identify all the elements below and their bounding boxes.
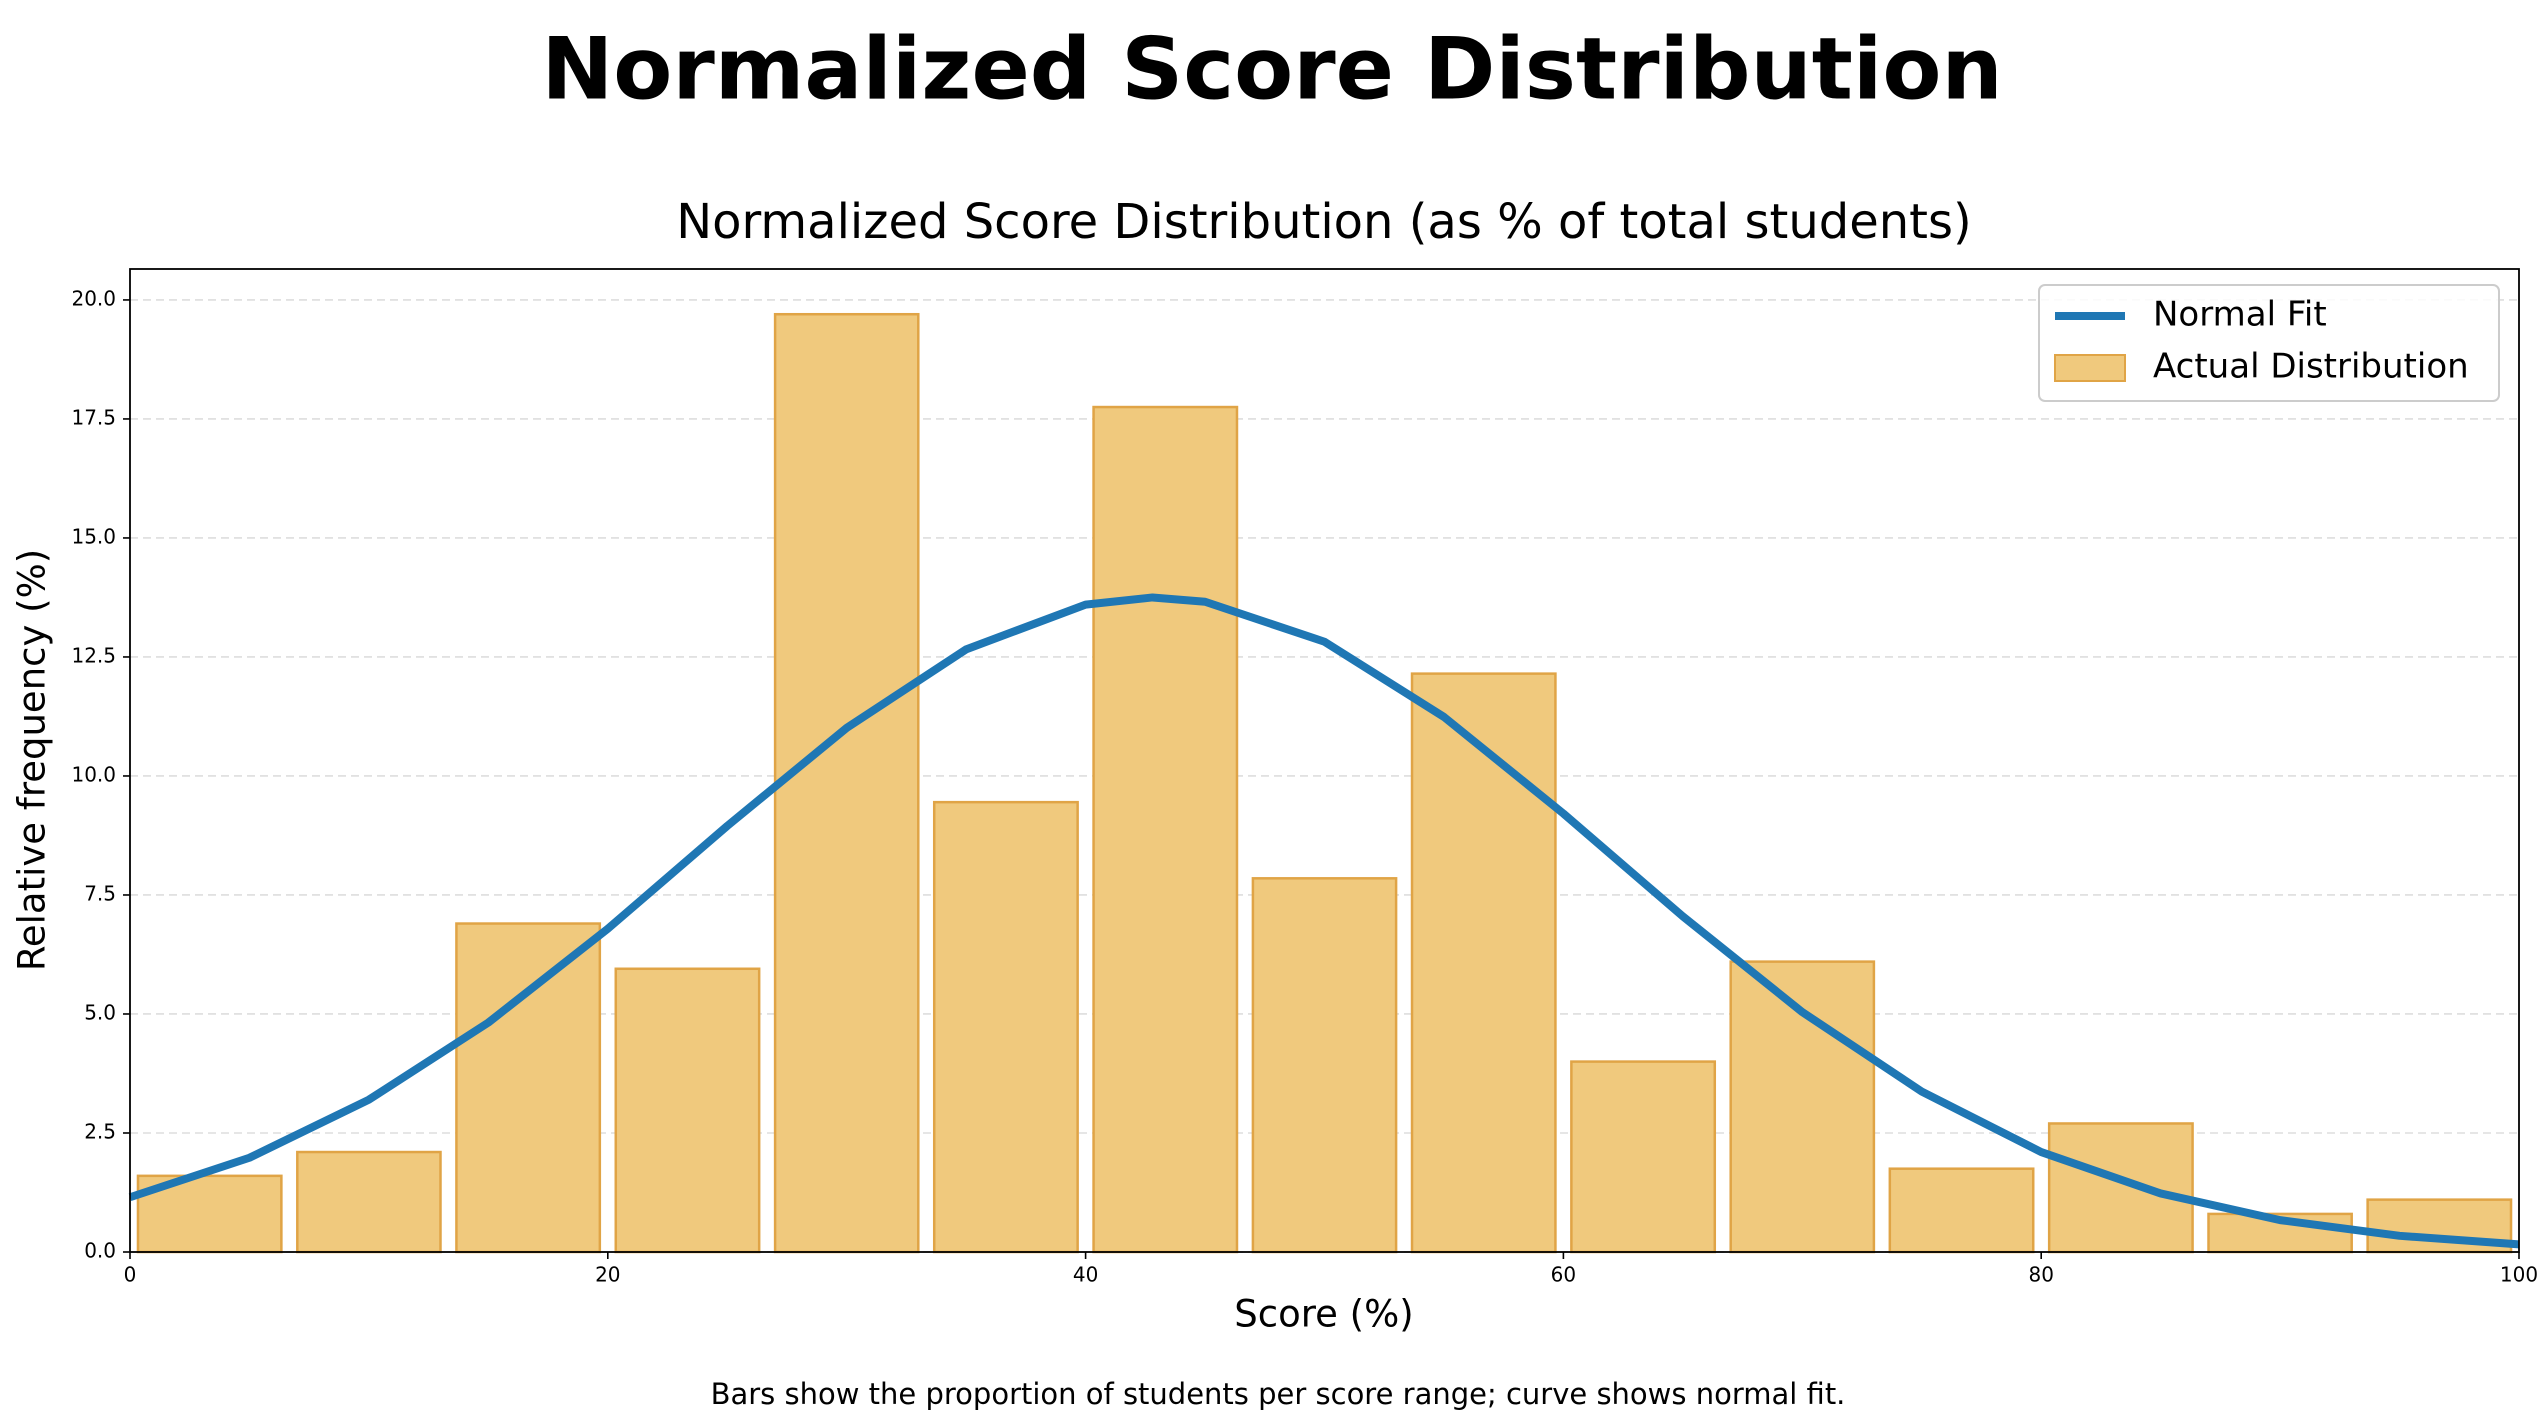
x-tick-label: 80 [2028,1263,2053,1287]
y-tick-label: 17.5 [71,405,116,429]
bar [1251,877,1398,1254]
bar [932,800,1079,1254]
chart-subtitle: Normalized Score Distribution (as % of t… [676,194,1971,250]
legend-label: Actual Distribution [2153,347,2469,387]
bar [2047,1122,2194,1254]
chart-title: Normalized Score Distribution [541,19,2002,119]
bar [1092,405,1239,1254]
y-tick-label: 20.0 [71,286,116,310]
caption: Bars show the proportion of students per… [711,1377,1846,1411]
x-tick-label: 60 [1551,1263,1576,1287]
bar [455,922,602,1254]
y-tick-label: 10.0 [71,762,116,786]
x-tick-label: 40 [1073,1263,1098,1287]
line [128,593,2520,1249]
legend: Normal Fit Actual Distribution [2038,284,2500,402]
bar [1410,672,1557,1254]
bar [1570,1060,1717,1254]
y-tick-label: 2.5 [84,1119,116,1143]
bar [614,967,761,1254]
y-tick-label: 15.0 [71,524,116,548]
legend-label: Normal Fit [2153,295,2327,335]
legend-box [2038,284,2500,402]
x-tick-label: 0 [124,1263,137,1287]
y-tick-label: 5.0 [84,1000,116,1024]
x-tick-label: 100 [2500,1263,2538,1287]
x-axis-label: Score (%) [1234,1293,1413,1336]
x-tick-label: 20 [595,1263,620,1287]
bar [296,1150,442,1254]
y-tick-label: 12.5 [71,643,116,667]
y-tick-label: 7.5 [84,881,116,905]
bar [1888,1167,2035,1254]
axes-frame [129,268,2520,1253]
y-tick-label: 0.0 [84,1239,116,1263]
bar [1729,960,1876,1254]
plot-area: 0.0 2.5 5.0 7.5 10.0 12.5 15.0 17.5 20.0 0 20 40 60 8… [71,268,2538,1287]
y-axis-label: Relative frequency (%) [11,549,54,971]
bar [773,312,920,1254]
legend-swatch [2054,354,2126,382]
